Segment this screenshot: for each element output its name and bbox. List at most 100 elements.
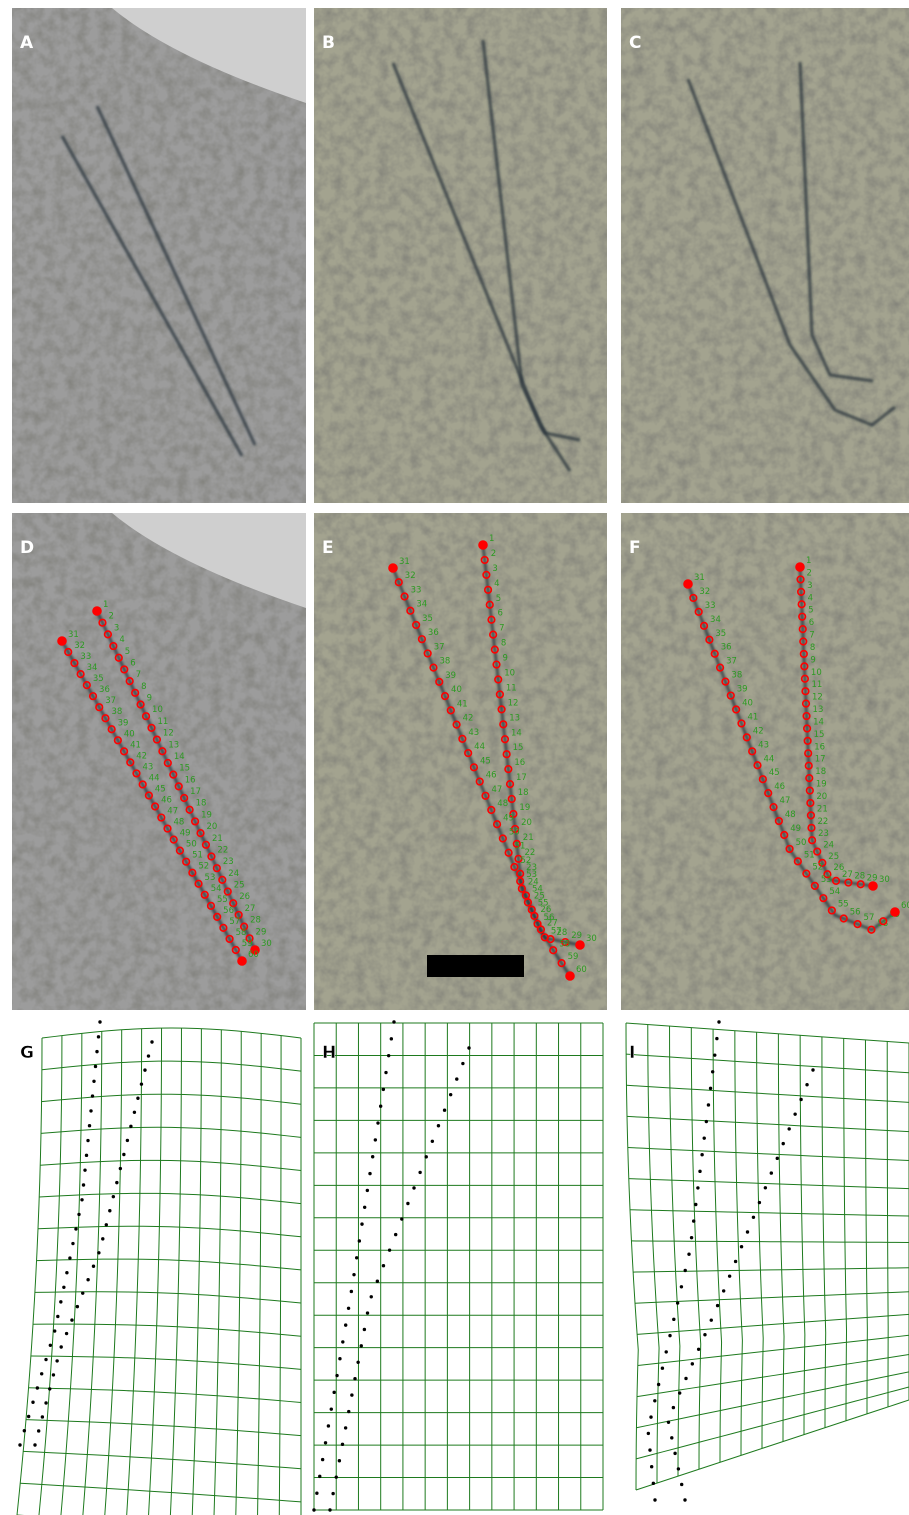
landmark: [212, 864, 221, 873]
scale-bar: [427, 955, 524, 977]
landmark: [726, 691, 735, 700]
landmark-label: 24: [228, 869, 239, 879]
landmark-label: 42: [136, 751, 147, 761]
grid-line: [821, 1036, 827, 1428]
landmark: [498, 834, 507, 843]
landmark: [802, 869, 811, 878]
landmark-label: 41: [457, 699, 468, 709]
landmark-label: 39: [445, 671, 456, 681]
landmark-label: 13: [168, 740, 179, 750]
landmark-label: 3: [807, 581, 812, 591]
landmark-label: 7: [136, 670, 141, 680]
landmark-label: 30: [879, 875, 890, 885]
grid-line: [637, 1313, 909, 1335]
shape-point: [59, 1345, 63, 1349]
landmark: [516, 869, 525, 878]
shape-point: [74, 1227, 78, 1231]
landmark: [689, 593, 698, 603]
landmark: [748, 747, 757, 756]
shape-point: [97, 1251, 101, 1255]
landmark: [119, 747, 129, 756]
shape-point: [77, 1212, 81, 1217]
shape-point: [125, 1138, 130, 1143]
grid-line: [169, 1028, 182, 1515]
panel: 1234567891011121314151617181920212223242…: [621, 513, 909, 1010]
micrograph-texture: [314, 513, 607, 1010]
landmark-label: 15: [179, 764, 190, 774]
landmark-label: 15: [814, 730, 825, 740]
shape-point: [332, 1390, 336, 1395]
grid-line: [278, 1035, 282, 1515]
landmark: [440, 692, 450, 701]
shape-point: [349, 1289, 354, 1294]
landmark: [151, 802, 160, 811]
grid-line: [38, 1035, 63, 1515]
landmark: [482, 570, 491, 579]
shape-point: [150, 1040, 154, 1044]
landmark: [810, 881, 819, 890]
shape-point: [360, 1222, 364, 1226]
micrograph-texture: [314, 8, 607, 503]
landmark-label: 19: [519, 803, 530, 813]
shape-point: [676, 1467, 681, 1471]
landmark-label: 45: [480, 756, 491, 766]
shape-point: [672, 1317, 676, 1322]
landmark-label: 16: [514, 758, 525, 768]
landmark-label: 23: [818, 829, 829, 839]
grid-line: [669, 1026, 681, 1477]
landmark-label: 37: [726, 657, 737, 667]
landmark: [201, 840, 211, 849]
shape-point: [44, 1357, 48, 1362]
shape-point: [691, 1219, 696, 1223]
shape-point: [48, 1343, 53, 1347]
landmark-label: 10: [504, 668, 515, 678]
landmark: [131, 688, 140, 697]
grid-line: [235, 1031, 242, 1515]
hair-shaft: [798, 61, 874, 383]
landmark: [806, 811, 816, 820]
landmark: [694, 607, 703, 616]
shape-point: [710, 1070, 715, 1074]
landmark-label: 54: [211, 884, 222, 894]
landmark-label: 35: [422, 614, 433, 624]
grid-line: [712, 1029, 723, 1463]
grid-line: [636, 1354, 909, 1398]
grid-line: [799, 1035, 806, 1435]
shape-point: [412, 1186, 416, 1190]
panel-letter: I: [629, 1043, 635, 1063]
landmark: [76, 670, 85, 679]
shape-point: [763, 1186, 768, 1190]
shape-point: [83, 1168, 87, 1172]
shape-point: [381, 1087, 386, 1092]
landmark-label: 52: [198, 862, 209, 872]
panel-letter: B: [322, 33, 335, 53]
shape-point: [75, 1304, 80, 1309]
landmark-label: 46: [486, 771, 497, 781]
shape-point: [715, 1036, 719, 1041]
shape-point: [136, 1096, 140, 1100]
landmark-label: 2: [807, 568, 812, 578]
shape-point: [362, 1327, 367, 1332]
panel-letter: G: [20, 1043, 34, 1063]
landmark-label: 24: [823, 841, 834, 851]
landmark-label: 4: [808, 593, 813, 603]
grid-line: [636, 1371, 909, 1429]
landmark-label: 21: [212, 834, 223, 844]
grid-line: [191, 1028, 202, 1515]
landmark: [231, 945, 240, 955]
grid-line: [625, 1022, 639, 1491]
shape-point: [84, 1153, 89, 1158]
landmark: [218, 875, 227, 884]
landmark: [517, 884, 526, 893]
shape-point: [799, 1097, 803, 1102]
shape-point: [95, 1049, 99, 1054]
shape-point: [448, 1092, 453, 1097]
background-region: [112, 513, 306, 608]
landmark: [793, 857, 802, 866]
landmark-label: 58: [559, 939, 570, 949]
landmark: [780, 830, 789, 840]
shape-point: [370, 1155, 375, 1159]
landmark: [109, 641, 118, 651]
landmark-label: 48: [174, 818, 185, 828]
